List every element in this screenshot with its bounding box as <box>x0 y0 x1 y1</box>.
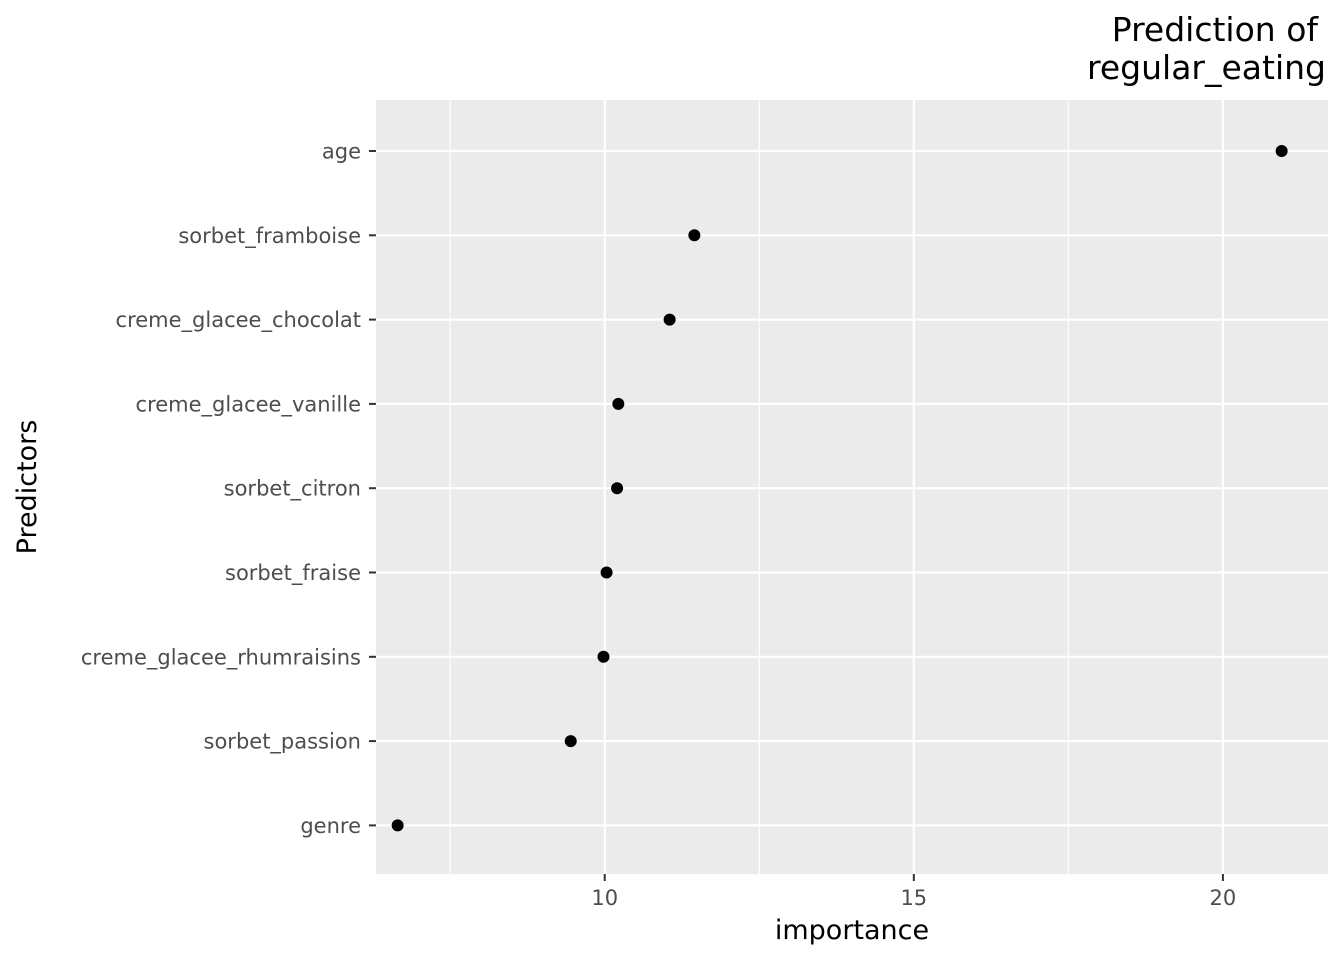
y-tick-label: age <box>322 140 361 164</box>
data-point <box>564 735 577 748</box>
y-tick-label: sorbet_framboise <box>178 224 361 249</box>
data-points <box>391 145 1288 832</box>
y-tick-label: creme_glacee_chocolat <box>116 308 361 333</box>
data-point <box>688 229 701 242</box>
chart-title-line-1: Prediction of <box>1112 10 1320 49</box>
data-point <box>391 819 404 832</box>
data-point <box>612 397 625 410</box>
chart-title-line-2: regular_eating <box>1087 48 1326 87</box>
y-tick-label: genre <box>300 814 361 838</box>
grid-lines <box>376 100 1328 874</box>
data-point <box>663 313 676 326</box>
plot-panel <box>376 100 1328 874</box>
x-axis: 10 15 20 <box>591 874 1236 910</box>
data-point <box>597 650 610 663</box>
data-point <box>600 566 613 579</box>
data-point <box>1275 145 1288 157</box>
x-tick-label: 10 <box>591 886 618 910</box>
y-tick-label: sorbet_passion <box>204 730 361 755</box>
y-tick-label: creme_glacee_vanille <box>136 392 361 417</box>
y-tick-label: sorbet_citron <box>224 477 361 502</box>
data-point <box>611 482 624 495</box>
x-tick-label: 15 <box>900 886 927 910</box>
x-axis-title: importance <box>775 915 929 946</box>
y-axis: age sorbet_framboise creme_glacee_chocolat… <box>81 140 376 838</box>
y-axis-title: Predictors <box>12 420 43 555</box>
y-tick-label: sorbet_fraise <box>225 561 361 586</box>
y-tick-label: creme_glacee_rhumraisins <box>81 645 361 670</box>
x-tick-label: 20 <box>1210 886 1237 910</box>
